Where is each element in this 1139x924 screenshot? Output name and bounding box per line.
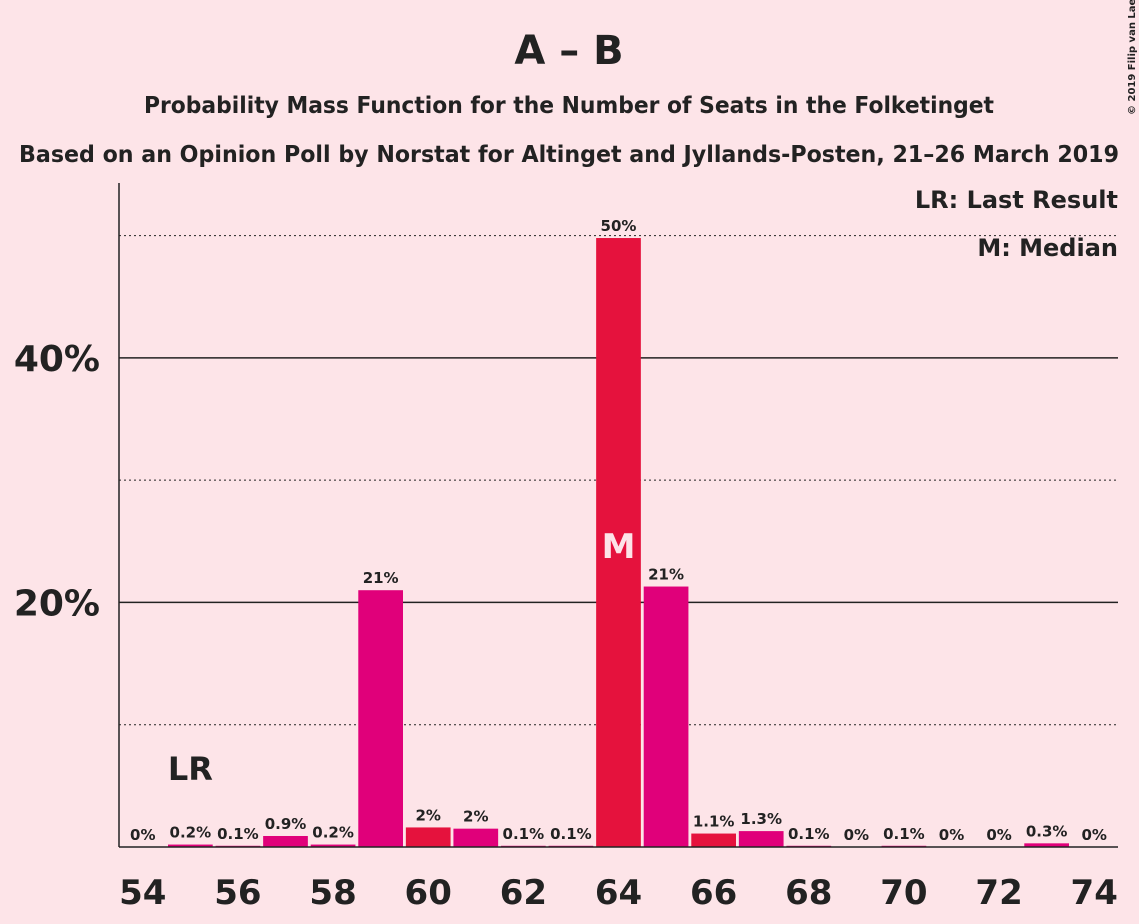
- data-label: 0%: [1081, 826, 1106, 844]
- x-tick-label: 72: [975, 873, 1022, 913]
- y-tick-label: 20%: [14, 583, 100, 624]
- data-label: 0.1%: [217, 825, 259, 843]
- bar: [358, 590, 404, 847]
- bar: [1024, 843, 1070, 847]
- data-label: 0.1%: [883, 825, 925, 843]
- bar: [167, 844, 213, 847]
- data-label: 0.9%: [265, 815, 307, 833]
- last-result-marker: LR: [168, 750, 213, 788]
- data-label: 2%: [415, 806, 440, 824]
- data-label: 0%: [130, 826, 155, 844]
- legend-text: LR: Last Result: [915, 186, 1118, 214]
- data-label: 0.2%: [312, 824, 354, 842]
- data-label: 50%: [601, 217, 637, 235]
- data-label: 0.1%: [788, 825, 830, 843]
- bar: [453, 828, 499, 847]
- median-marker: M: [602, 527, 636, 567]
- bar: [691, 833, 737, 847]
- bar: [263, 835, 308, 847]
- data-label: 1.1%: [693, 813, 735, 831]
- x-tick-label: 54: [119, 873, 166, 913]
- data-label: 0.3%: [1026, 822, 1068, 840]
- x-tick-label: 60: [405, 873, 452, 913]
- data-label: 0%: [844, 826, 869, 844]
- x-tick-label: 70: [880, 873, 927, 913]
- data-label: 1.3%: [740, 810, 782, 828]
- bar: [405, 827, 451, 847]
- y-tick-label: 40%: [14, 339, 100, 380]
- data-label: 21%: [363, 569, 399, 587]
- x-tick-label: 68: [785, 873, 832, 913]
- x-tick-label: 58: [309, 873, 356, 913]
- data-label: 0%: [939, 826, 964, 844]
- bar: [643, 586, 689, 847]
- x-tick-label: 62: [500, 873, 547, 913]
- x-tick-label: 56: [214, 873, 261, 913]
- legend-text: M: Median: [977, 234, 1118, 262]
- data-label: 21%: [648, 566, 684, 584]
- bar: [310, 844, 356, 847]
- bar: [596, 238, 641, 848]
- data-label: 2%: [463, 808, 488, 826]
- bar: [738, 831, 784, 847]
- copyright: © 2019 Filip van Laenen: [1127, 0, 1138, 115]
- x-tick-label: 74: [1071, 873, 1118, 913]
- x-tick-label: 66: [690, 873, 737, 913]
- data-label: 0.2%: [170, 824, 212, 842]
- x-tick-label: 64: [595, 873, 642, 913]
- data-label: 0%: [986, 826, 1011, 844]
- chart-subtitle: Probability Mass Function for the Number…: [144, 93, 994, 119]
- chart-title: A – B: [514, 28, 623, 74]
- data-label: 0.1%: [550, 825, 592, 843]
- data-label: 0.1%: [503, 825, 545, 843]
- chart-subtitle: Based on an Opinion Poll by Norstat for …: [19, 142, 1119, 168]
